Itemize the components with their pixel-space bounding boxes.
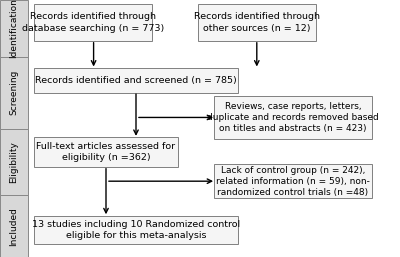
Text: Lack of control group (n = 242),
related information (n = 59), non-
randomized c: Lack of control group (n = 242), related… [216, 166, 370, 197]
Text: Identification: Identification [10, 0, 18, 58]
FancyBboxPatch shape [214, 96, 372, 139]
Text: Full-text articles assessed for
eligibility (n =362): Full-text articles assessed for eligibil… [36, 142, 176, 162]
Text: Records identified through
database searching (n = 773): Records identified through database sear… [22, 12, 164, 33]
Bar [0, 128, 28, 195]
Text: Screening: Screening [10, 70, 18, 115]
Bar [0, 195, 28, 257]
FancyBboxPatch shape [214, 164, 372, 198]
Text: Included: Included [10, 207, 18, 246]
Text: Records identified and screened (n = 785): Records identified and screened (n = 785… [35, 76, 237, 85]
Bar [0, 0, 28, 57]
Text: Records identified through
other sources (n = 12): Records identified through other sources… [194, 12, 320, 33]
FancyBboxPatch shape [198, 4, 316, 41]
Text: 13 studies including 10 Randomized control
eligible for this meta-analysis: 13 studies including 10 Randomized contr… [32, 220, 240, 240]
Text: Eligibility: Eligibility [10, 141, 18, 183]
FancyBboxPatch shape [34, 68, 238, 93]
Bar [0, 57, 28, 128]
FancyBboxPatch shape [34, 216, 238, 244]
Text: Reviews, case reports, letters,
duplicate and records removed based
on titles an: Reviews, case reports, letters, duplicat… [207, 102, 379, 133]
FancyBboxPatch shape [34, 4, 152, 41]
FancyBboxPatch shape [34, 137, 178, 167]
